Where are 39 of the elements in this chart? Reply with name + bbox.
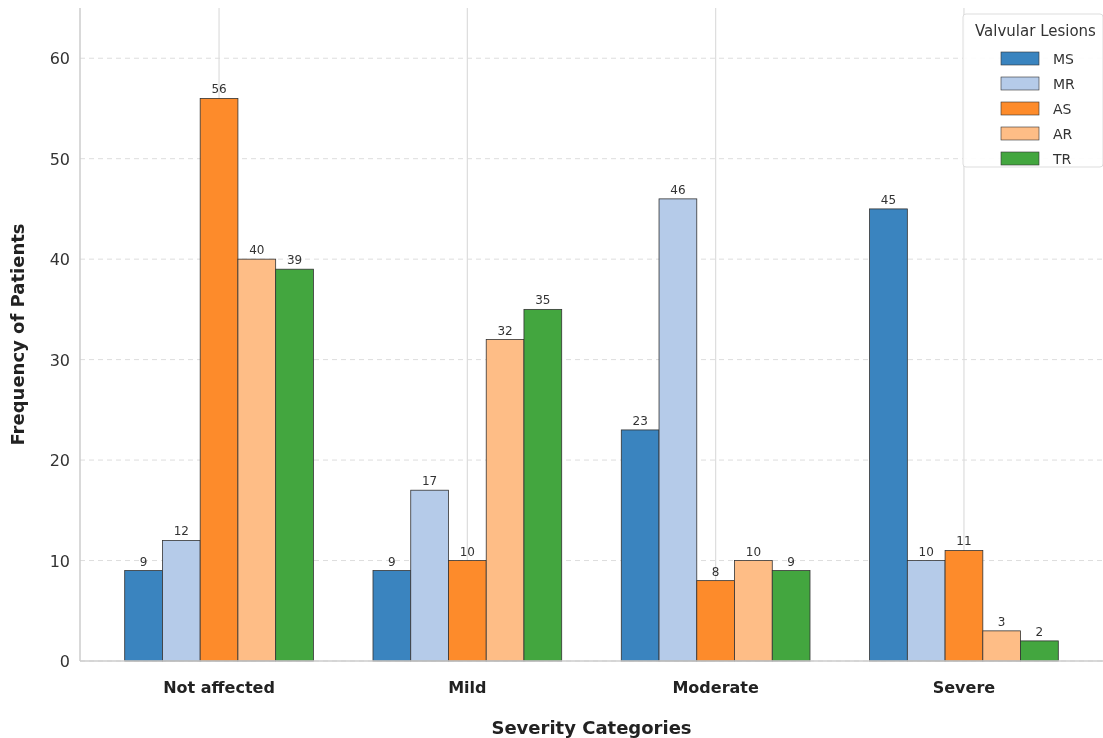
legend-label: AR bbox=[1053, 126, 1073, 142]
x-tick-label: Moderate bbox=[672, 678, 759, 697]
data-label: 17 bbox=[421, 474, 438, 489]
y-tick-label: 40 bbox=[49, 250, 70, 270]
data-label: 8 bbox=[711, 564, 720, 579]
legend-title: Valvular Lesions bbox=[975, 22, 1097, 40]
data-label: 45 bbox=[880, 192, 897, 207]
legend-label: AS bbox=[1053, 101, 1072, 117]
y-tick-label: 60 bbox=[49, 49, 70, 69]
data-label: 9 bbox=[787, 554, 795, 569]
data-label: 12 bbox=[173, 524, 189, 539]
data-label: 10 bbox=[745, 544, 762, 559]
data-label: 56 bbox=[211, 82, 227, 97]
data-label: 9 bbox=[388, 554, 396, 569]
x-tick-label: Not affected bbox=[163, 678, 275, 697]
data-label: 3 bbox=[997, 614, 1006, 629]
data-label: 39 bbox=[286, 253, 303, 268]
legend-label: MS bbox=[1053, 51, 1075, 67]
y-tick-label: 50 bbox=[49, 149, 70, 169]
x-tick-label: Severe bbox=[932, 678, 996, 697]
y-tick-label: 20 bbox=[49, 451, 70, 471]
data-label: 46 bbox=[670, 182, 686, 197]
data-label: 40 bbox=[249, 243, 265, 258]
x-axis-title: Severity Categories bbox=[491, 717, 692, 738]
y-tick-label: 30 bbox=[49, 350, 70, 370]
data-label: 35 bbox=[535, 293, 551, 308]
data-label: 11 bbox=[956, 534, 972, 549]
data-label: 2 bbox=[1035, 624, 1044, 639]
legend-label: MR bbox=[1053, 76, 1076, 92]
y-tick-label: 10 bbox=[49, 551, 70, 571]
data-label: 10 bbox=[918, 544, 934, 559]
legend-label: TR bbox=[1052, 151, 1072, 167]
y-tick-label: 0 bbox=[59, 652, 70, 671]
data-label: 10 bbox=[459, 544, 475, 559]
data-label: 9 bbox=[139, 554, 148, 569]
data-label: 32 bbox=[497, 323, 513, 338]
data-label: 23 bbox=[632, 413, 648, 428]
x-tick-label: Mild bbox=[448, 678, 487, 697]
y-axis-title: Frequency of Patients bbox=[7, 223, 28, 446]
